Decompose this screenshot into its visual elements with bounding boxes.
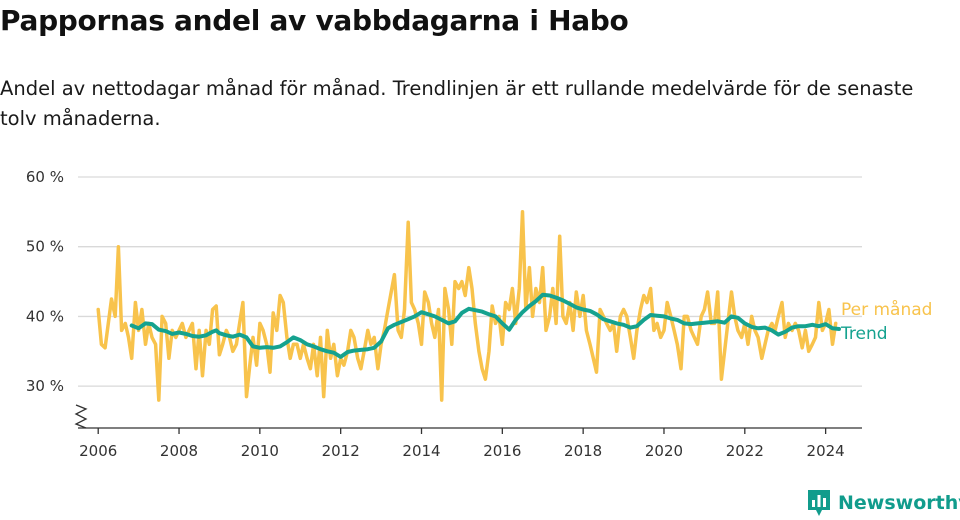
x-tick-label: 2024 bbox=[807, 442, 845, 460]
y-tick-label: 50 % bbox=[26, 238, 64, 256]
series-line-trend bbox=[129, 292, 841, 359]
x-tick-label: 2022 bbox=[726, 442, 764, 460]
x-tick-label: 2020 bbox=[645, 442, 683, 460]
series-line-per-manad bbox=[96, 210, 838, 402]
x-tick-label: 2016 bbox=[483, 442, 521, 460]
x-tick-label: 2014 bbox=[402, 442, 440, 460]
axis-break-icon bbox=[74, 404, 88, 429]
x-tick-label: 2008 bbox=[160, 442, 198, 460]
brand-name: Newsworthy bbox=[838, 492, 960, 514]
x-tick-label: 2018 bbox=[564, 442, 602, 460]
x-tick-label: 2006 bbox=[79, 442, 117, 460]
y-tick-label: 30 % bbox=[26, 377, 64, 395]
brand-logo: Newsworthy bbox=[806, 487, 960, 519]
y-tick-label: 60 % bbox=[26, 168, 64, 186]
series-label-per-manad: Per månad bbox=[841, 299, 932, 320]
bar-chart-logo-icon bbox=[808, 490, 830, 516]
chart-subtitle: Andel av nettodagar månad för månad. Tre… bbox=[0, 77, 914, 130]
x-tick-label: 2010 bbox=[241, 442, 279, 460]
series-label-trend: Trend bbox=[840, 324, 888, 344]
chart-title: Pappornas andel av vabbdagarna i Habo bbox=[0, 4, 629, 37]
x-tick-label: 2012 bbox=[322, 442, 360, 460]
y-tick-label: 40 % bbox=[26, 307, 64, 325]
